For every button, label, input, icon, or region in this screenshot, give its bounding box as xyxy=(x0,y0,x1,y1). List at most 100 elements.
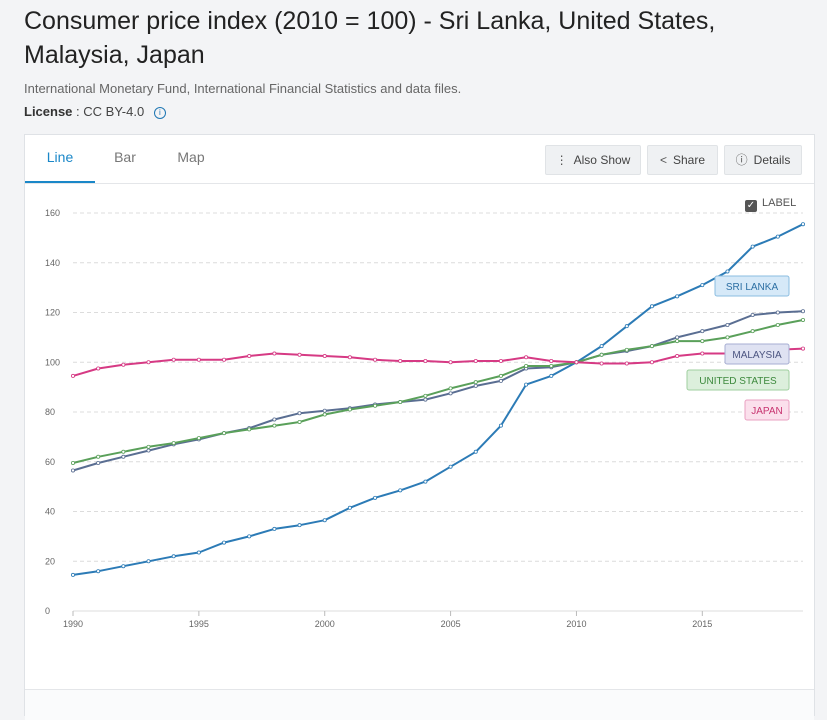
series-label-box-sri-lanka xyxy=(714,275,790,297)
data-point-sri-lanka xyxy=(297,523,302,528)
data-point-sri-lanka xyxy=(675,294,680,299)
data-point-malaysia xyxy=(423,397,428,402)
data-point-sri-lanka xyxy=(524,382,529,387)
data-point-malaysia xyxy=(121,454,126,459)
data-point-sri-lanka xyxy=(750,244,755,249)
data-point-sri-lanka xyxy=(599,344,604,349)
data-point-sri-lanka xyxy=(171,554,176,559)
data-point-sri-lanka xyxy=(549,373,554,378)
data-point-japan xyxy=(473,359,478,364)
data-point-united-states xyxy=(96,454,101,459)
data-point-japan xyxy=(574,360,579,365)
bottom-strip xyxy=(25,689,814,720)
data-point-japan xyxy=(524,355,529,360)
data-point-sri-lanka xyxy=(247,534,252,539)
also-show-label: Also Show xyxy=(573,153,631,167)
series-label-sri-lanka: SRI LANKA xyxy=(726,282,779,293)
data-point-japan xyxy=(649,360,654,365)
data-point-sri-lanka xyxy=(498,423,503,428)
data-point-sri-lanka xyxy=(473,449,478,454)
data-point-united-states xyxy=(71,460,76,465)
data-point-sri-lanka xyxy=(196,550,201,555)
data-point-united-states xyxy=(398,400,403,405)
data-point-sri-lanka xyxy=(649,304,654,309)
x-tick-label: 2010 xyxy=(566,619,586,629)
details-button[interactable]: ⓘ Details xyxy=(724,145,802,175)
data-point-malaysia xyxy=(96,460,101,465)
x-tick-label: 2015 xyxy=(692,619,712,629)
data-point-malaysia xyxy=(146,448,151,453)
series-line-malaysia xyxy=(72,310,804,472)
data-point-united-states xyxy=(171,441,176,446)
data-point-japan xyxy=(498,359,503,364)
line-chart: 0 20 40 60 80 100 120 140 160 1990 1995 2000 2005 201… xyxy=(45,208,806,629)
data-point-sri-lanka xyxy=(121,564,126,569)
source-note: International Monetary Fund, Internation… xyxy=(24,81,462,96)
data-point-malaysia xyxy=(272,417,277,422)
data-point-united-states xyxy=(121,449,126,454)
data-point-sri-lanka xyxy=(775,234,780,239)
tab-map[interactable]: Map xyxy=(177,149,205,165)
y-tick-label: 140 xyxy=(45,258,60,268)
info-icon[interactable]: i xyxy=(153,107,166,119)
data-point-japan xyxy=(599,361,604,366)
data-point-united-states xyxy=(801,317,806,322)
data-point-united-states xyxy=(775,322,780,327)
data-point-malaysia xyxy=(322,408,327,413)
data-point-japan xyxy=(297,352,302,357)
data-point-sri-lanka xyxy=(347,505,352,510)
tab-bar[interactable]: Bar xyxy=(114,149,136,165)
data-point-united-states xyxy=(247,427,252,432)
label-toggle[interactable]: ✓ LABEL xyxy=(745,197,796,212)
data-point-japan xyxy=(675,354,680,359)
data-point-japan xyxy=(322,354,327,359)
also-show-button[interactable]: ⋮ Also Show xyxy=(545,145,641,175)
vertical-dots-icon: ⋮ xyxy=(555,153,568,167)
share-icon: < xyxy=(659,153,667,167)
data-point-malaysia xyxy=(775,310,780,315)
data-point-japan xyxy=(222,357,227,362)
tab-line[interactable]: Line xyxy=(25,135,95,183)
data-point-sri-lanka xyxy=(398,488,403,493)
data-point-japan xyxy=(196,357,201,362)
data-point-sri-lanka xyxy=(146,559,151,564)
y-tick-label: 60 xyxy=(45,457,55,467)
share-button[interactable]: < Share xyxy=(647,145,718,175)
y-tick-label: 160 xyxy=(45,208,60,218)
data-point-japan xyxy=(423,359,428,364)
data-point-sri-lanka xyxy=(700,283,705,288)
data-point-united-states xyxy=(649,344,654,349)
data-point-united-states xyxy=(347,407,352,412)
data-point-japan xyxy=(700,351,705,356)
data-point-sri-lanka xyxy=(272,526,277,531)
data-point-japan xyxy=(272,351,277,356)
data-point-malaysia xyxy=(297,411,302,416)
data-point-united-states xyxy=(700,339,705,344)
data-point-united-states xyxy=(549,363,554,368)
x-tick-label: 1990 xyxy=(63,619,83,629)
license-line: License : CC BY-4.0 i xyxy=(24,104,166,119)
series-line-united-states xyxy=(72,319,804,464)
data-point-japan xyxy=(146,360,151,365)
data-point-malaysia xyxy=(675,335,680,340)
data-point-united-states xyxy=(750,329,755,334)
data-point-japan xyxy=(247,354,252,359)
y-tick-label: 20 xyxy=(45,556,55,566)
series-line-sri-lanka xyxy=(72,223,804,576)
data-point-sri-lanka xyxy=(801,222,806,227)
license-label: License xyxy=(24,104,73,119)
data-point-japan xyxy=(448,360,453,365)
data-point-japan xyxy=(121,362,126,367)
page-title: Consumer price index (2010 = 100) - Sri … xyxy=(24,7,716,69)
data-point-united-states xyxy=(146,444,151,449)
checkbox-checked-icon: ✓ xyxy=(745,200,757,212)
data-point-malaysia xyxy=(448,391,453,396)
y-tick-label: 0 xyxy=(45,606,50,616)
label-toggle-text: LABEL xyxy=(762,197,797,209)
data-point-malaysia xyxy=(498,378,503,383)
data-point-sri-lanka xyxy=(423,479,428,484)
data-point-sri-lanka xyxy=(373,495,378,500)
data-point-malaysia xyxy=(801,309,806,314)
data-point-japan xyxy=(373,357,378,362)
data-point-malaysia xyxy=(725,322,730,327)
